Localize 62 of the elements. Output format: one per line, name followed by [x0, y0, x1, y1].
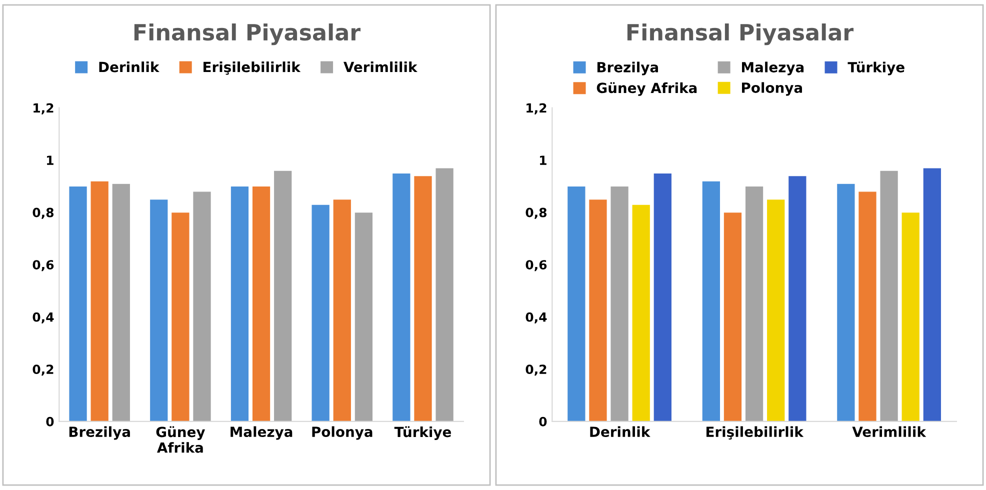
bar: [392, 172, 411, 422]
y-tick-label: 0: [539, 416, 547, 426]
x-tick-label: Verimlilik: [852, 426, 926, 438]
bar: [90, 180, 110, 422]
y-tick-label: 0,4: [526, 312, 547, 324]
bar: [435, 168, 454, 422]
bar: [588, 198, 608, 422]
bar: [192, 191, 212, 422]
y-tick-label: 1,2: [526, 103, 546, 114]
legend-label: Brezilya: [597, 62, 658, 76]
legend-label: Güney Afrika: [596, 82, 697, 96]
bar: [632, 204, 651, 422]
bar: [354, 212, 374, 422]
bar: [880, 170, 899, 422]
y-tick-label: 1: [47, 156, 54, 165]
y-tick-label: 0,2: [32, 364, 54, 376]
bar: [332, 198, 352, 422]
bar: [230, 186, 250, 422]
legend-label: Verimlilik: [344, 62, 418, 72]
x-tick-label: Derinlik: [590, 426, 650, 438]
bar: [744, 186, 764, 422]
bar: [170, 212, 190, 422]
bar: [311, 204, 330, 422]
legend-label: Malezya: [742, 62, 804, 76]
bar: [68, 186, 88, 422]
y-tick-label: 0,8: [526, 208, 547, 219]
x-tick-label: Polonya: [312, 426, 372, 440]
bar: [252, 186, 271, 422]
legend-label: Derinlik: [99, 62, 160, 72]
x-tick-label: Erişilebilirlik: [706, 426, 804, 440]
bar: [766, 198, 786, 422]
y-tick-label: 0,2: [526, 364, 546, 376]
y-tick-label: 0,4: [32, 312, 54, 324]
bar: [653, 172, 672, 422]
bar: [836, 183, 856, 422]
x-tick-label: Brezilya: [69, 426, 130, 440]
bar: [901, 212, 920, 422]
bar: [922, 168, 942, 422]
bar: [858, 191, 877, 422]
bar: [702, 180, 721, 422]
y-tick-label: 0,6: [32, 260, 54, 272]
bar: [610, 186, 630, 422]
bar: [273, 170, 292, 422]
y-tick-label: 0,8: [32, 208, 54, 219]
bar: [723, 212, 742, 422]
bar: [112, 183, 131, 422]
bar: [149, 198, 168, 422]
bar: [788, 175, 807, 422]
legend-label: Polonya: [742, 82, 802, 96]
bar: [566, 186, 586, 422]
bar: [413, 175, 433, 422]
x-tick-label: Türkiye: [394, 426, 452, 440]
y-tick-label: 0: [46, 416, 54, 426]
x-tick-label: Güney Afrika: [156, 426, 206, 453]
chart-title: Finansal Piyasalar: [627, 23, 854, 46]
x-tick-label: Malezya: [230, 426, 292, 440]
legend-label: Erişilebilirlik: [204, 62, 301, 75]
y-tick-label: 1,2: [34, 103, 54, 114]
legend-label: Türkiye: [848, 62, 904, 76]
y-tick-label: 1: [540, 156, 546, 165]
y-tick-label: 0,6: [526, 260, 547, 272]
chart-title: Finansal Piyasalar: [134, 23, 361, 46]
